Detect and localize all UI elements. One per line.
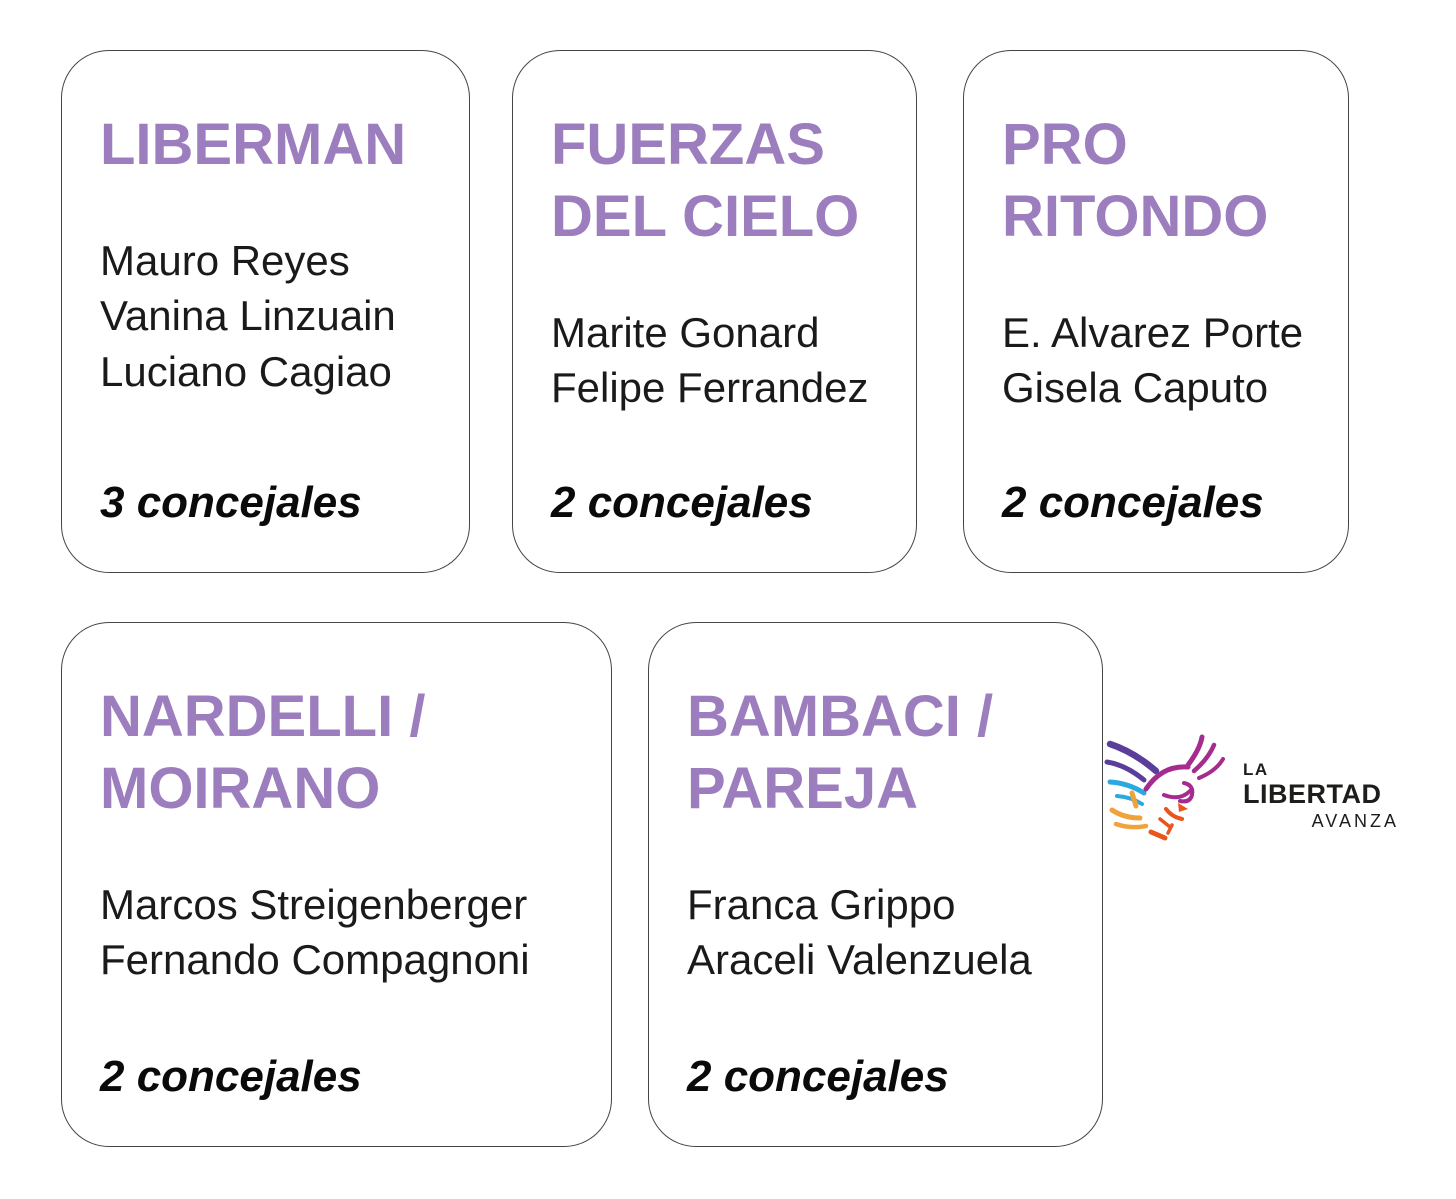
member-name: Marite Gonard bbox=[551, 308, 820, 356]
party-title-line: LIBERMAN bbox=[100, 112, 407, 177]
member-name: Felipe Ferrandez bbox=[551, 364, 869, 412]
seats-count: 2 concejales bbox=[687, 1052, 949, 1101]
party-title-line: PAREJA bbox=[687, 755, 918, 821]
party-title-line: FUERZAS bbox=[551, 112, 825, 177]
party-title-line: BAMBACI / bbox=[687, 684, 994, 749]
party-title: NARDELLI / MOIRANO bbox=[100, 681, 573, 825]
party-title-line: RITONDO bbox=[1002, 183, 1269, 249]
member-name: Luciano Cagiao bbox=[100, 347, 392, 395]
party-card-pro-ritondo: PRO RITONDO E. Alvarez Porte Gisela Capu… bbox=[963, 50, 1349, 573]
member-name: Fernando Compagnoni bbox=[100, 936, 530, 984]
party-card-liberman: LIBERMAN Mauro Reyes Vanina Linzuain Luc… bbox=[61, 50, 470, 573]
la-libertad-avanza-logo: LA LIBERTAD AVANZA bbox=[1103, 731, 1413, 861]
party-title-line: PRO bbox=[1002, 112, 1128, 177]
member-name: Marcos Streigenberger bbox=[100, 880, 528, 928]
member-list: Marite Gonard Felipe Ferrandez bbox=[551, 305, 878, 416]
party-title: LIBERMAN bbox=[100, 109, 431, 181]
member-list: Marcos Streigenberger Fernando Compagnon… bbox=[100, 877, 573, 988]
member-name: Mauro Reyes bbox=[100, 236, 350, 284]
member-list: Franca Grippo Araceli Valenzuela bbox=[687, 877, 1064, 988]
member-list: Mauro Reyes Vanina Linzuain Luciano Cagi… bbox=[100, 233, 431, 399]
logo-avanza-text: AVANZA bbox=[1311, 811, 1399, 831]
member-name: Franca Grippo bbox=[687, 880, 956, 928]
seats-count: 2 concejales bbox=[100, 1052, 362, 1101]
logo-libertad-text: LIBERTAD bbox=[1243, 779, 1382, 809]
member-list: E. Alvarez Porte Gisela Caputo bbox=[1002, 305, 1310, 416]
eagle-icon bbox=[1104, 734, 1225, 841]
member-name: E. Alvarez Porte bbox=[1002, 308, 1304, 356]
party-title-line: DEL CIELO bbox=[551, 183, 860, 249]
party-title: BAMBACI / PAREJA bbox=[687, 681, 1064, 825]
logo-la-text: LA bbox=[1243, 760, 1269, 779]
seats-count: 2 concejales bbox=[551, 478, 813, 527]
member-name: Araceli Valenzuela bbox=[687, 936, 1032, 984]
member-name: Gisela Caputo bbox=[1002, 364, 1269, 412]
party-title-line: MOIRANO bbox=[100, 755, 381, 821]
logo-wordmark: LA LIBERTAD AVANZA bbox=[1243, 761, 1399, 830]
party-title: PRO RITONDO bbox=[1002, 109, 1310, 253]
seats-count: 2 concejales bbox=[1002, 478, 1264, 527]
member-name: Vanina Linzuain bbox=[100, 292, 396, 340]
party-title-line: NARDELLI / bbox=[100, 684, 426, 749]
party-title: FUERZAS DEL CIELO bbox=[551, 109, 878, 253]
party-card-fuerzas-del-cielo: FUERZAS DEL CIELO Marite Gonard Felipe F… bbox=[512, 50, 917, 573]
party-card-bambaci-pareja: BAMBACI / PAREJA Franca Grippo Araceli V… bbox=[648, 622, 1103, 1147]
seats-count: 3 concejales bbox=[100, 478, 362, 527]
party-card-nardelli-moirano: NARDELLI / MOIRANO Marcos Streigenberger… bbox=[61, 622, 612, 1147]
